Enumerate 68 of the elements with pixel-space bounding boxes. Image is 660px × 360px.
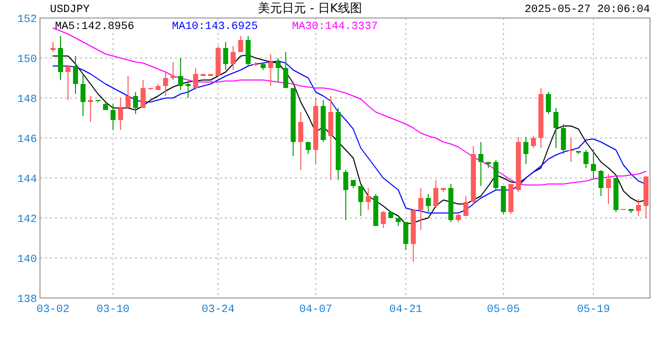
candlestick [568, 138, 574, 162]
x-tick-label: 05-05 [486, 304, 520, 316]
candlestick [598, 170, 604, 196]
candlestick [418, 188, 424, 230]
y-tick-label: 144 [17, 174, 38, 186]
candlestick [553, 108, 558, 148]
x-tick-label: 03-10 [96, 304, 130, 316]
candlestick [133, 92, 138, 114]
text: MA30:144.3337 [292, 21, 378, 33]
candlestick [246, 36, 251, 66]
candlestick [306, 142, 311, 154]
candlestick [380, 210, 386, 228]
candlestick [118, 98, 124, 130]
text: MA10:143.6925 [172, 21, 258, 33]
x-tick-label: 03-24 [202, 304, 236, 316]
candlestick [463, 196, 468, 216]
candlestick [163, 72, 168, 96]
candlestick [530, 136, 536, 148]
text: 2025-05-27 20:06:04 [524, 4, 650, 16]
y-tick-label: 142 [17, 214, 37, 226]
candlestick [636, 198, 641, 216]
candlestick [523, 136, 528, 164]
chart-title: 美元日元 - 日K线图 [258, 1, 362, 15]
candlestick [328, 96, 334, 180]
candlestick [238, 36, 244, 52]
candlestick [343, 170, 348, 220]
candlestick [546, 92, 551, 114]
candlestick [403, 222, 408, 250]
candlestick [268, 54, 274, 86]
candlestick [590, 150, 596, 180]
candlestick [606, 174, 611, 204]
y-tick-label: 152 [17, 14, 37, 26]
candlestick [560, 124, 566, 154]
candlestick [50, 42, 56, 52]
x-tick-label: 04-07 [299, 304, 332, 316]
candlestick [366, 188, 371, 210]
candlestick [88, 96, 94, 122]
candlestick [426, 194, 431, 212]
candlestick [66, 66, 71, 100]
y-tick-label: 140 [17, 254, 37, 266]
candlestick [583, 150, 588, 168]
candlestick [80, 74, 86, 116]
candlestick [223, 42, 228, 70]
candlestick [298, 112, 304, 170]
text: MA5:142.8956 [55, 21, 134, 33]
y-tick-label: 146 [17, 134, 37, 146]
candlestick [110, 104, 116, 130]
candlestick [276, 58, 281, 82]
candlestick [73, 56, 78, 94]
candlestick [193, 68, 198, 90]
x-tick-label: 03-02 [36, 304, 70, 316]
y-tick-label: 150 [17, 54, 37, 66]
candlestick [230, 46, 236, 70]
candlestick [358, 186, 364, 216]
candlestick [178, 58, 184, 90]
y-tick-label: 148 [17, 94, 37, 106]
x-tick-label: 04-21 [389, 304, 423, 316]
candlestick [140, 80, 146, 108]
candlestick [433, 180, 438, 208]
candlestick [170, 62, 176, 80]
x-tick-label: 05-19 [576, 304, 610, 316]
candlestick [478, 142, 484, 186]
text: USDJPY [50, 4, 90, 16]
candlestick [186, 82, 191, 98]
candlestick [126, 76, 131, 108]
y-tick-label: 138 [17, 294, 37, 306]
candlestick [283, 52, 288, 88]
candlestick [58, 36, 64, 80]
